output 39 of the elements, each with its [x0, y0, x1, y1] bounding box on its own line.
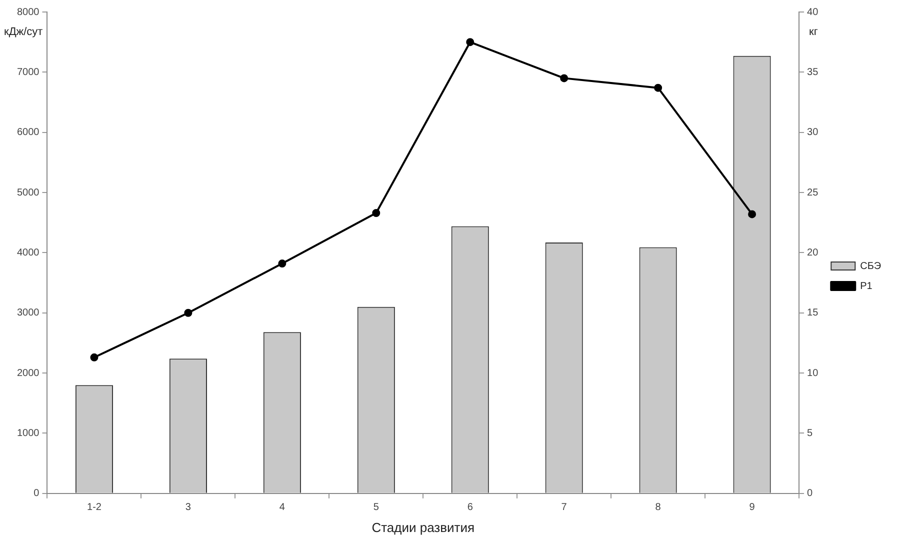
x-tick-label: 6 [467, 502, 474, 514]
x-tick-label: 9 [749, 502, 756, 514]
y-tick-label: 0 [34, 488, 40, 500]
x-tick-label: 5 [373, 502, 380, 514]
y-tick-label: 8000 [16, 6, 40, 18]
y-tick-label: 2000 [16, 368, 40, 379]
point [466, 38, 474, 46]
y2-tick-label: 10 [807, 368, 819, 379]
y-tick-label: 6000 [16, 127, 40, 138]
y2-axis-title: кг [809, 26, 818, 38]
x-tick-label: 4 [279, 502, 286, 514]
x-tick-label: 7 [561, 502, 568, 514]
point [278, 260, 286, 268]
x-tick-label: 1-2 [87, 502, 102, 514]
point [90, 353, 98, 362]
y2-tick-label: 15 [807, 308, 819, 319]
y2-tick-label: 0 [807, 488, 814, 500]
y2-tick-label: 35 [807, 66, 819, 78]
y-tick-label: 4000 [16, 247, 40, 258]
y2-tick-label: 5 [807, 428, 814, 439]
point [560, 74, 568, 82]
y2-tick-label: 40 [807, 6, 819, 18]
y2-tick-label: 20 [807, 247, 819, 258]
legend-label: СБЭ [860, 260, 881, 272]
legend-label: P1 [860, 280, 873, 292]
x-tick-label: 8 [655, 502, 662, 514]
point [184, 308, 192, 317]
x-axis-title: Стадии развития [372, 520, 475, 535]
y2-tick-label: 30 [807, 127, 819, 138]
point [654, 84, 662, 92]
point [748, 210, 756, 218]
y-axis-title: кДж/сут [4, 26, 43, 38]
y-tick-label: 7000 [16, 66, 40, 78]
y-tick-label: 1000 [16, 428, 40, 439]
y2-tick-label: 25 [807, 187, 819, 198]
x-tick-label: 3 [185, 502, 192, 514]
point [372, 208, 380, 217]
y-tick-label: 5000 [16, 187, 40, 198]
y-tick-label: 3000 [16, 308, 40, 319]
